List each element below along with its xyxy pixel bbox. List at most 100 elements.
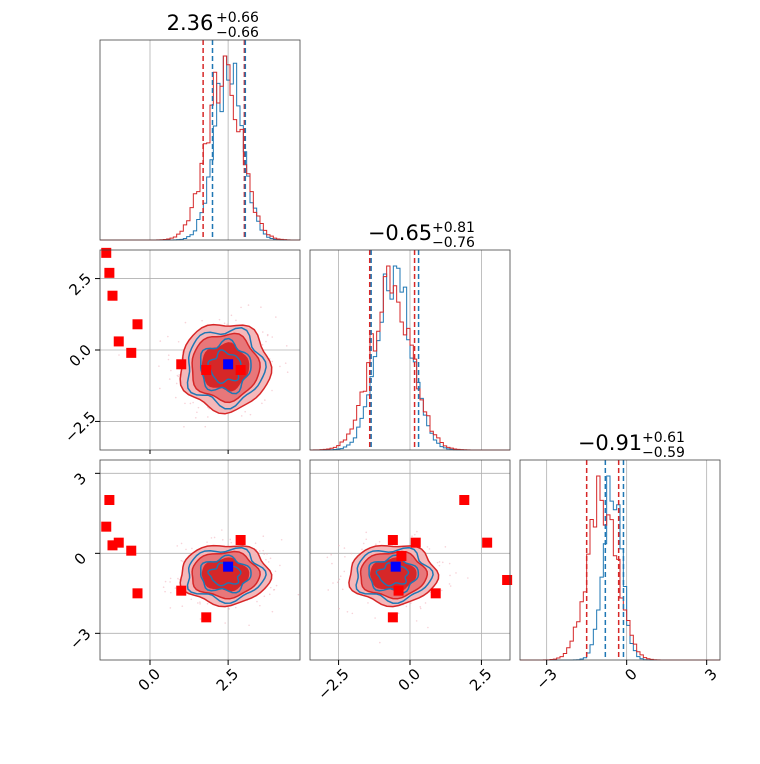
sample-point (261, 331, 264, 333)
sample-point (286, 371, 289, 373)
sample-point (438, 564, 441, 567)
hist-frame (99, 39, 301, 241)
x-tick-label: 0.0 (135, 665, 165, 695)
contour-blue-outer (186, 546, 267, 604)
sample-point (264, 399, 266, 401)
marker-red (201, 365, 212, 375)
sample-point (170, 369, 172, 372)
sample-point (426, 546, 429, 548)
sample-point (427, 626, 429, 629)
marker-red (132, 319, 143, 330)
sample-point (167, 335, 169, 338)
sample-point (229, 538, 232, 541)
sample-point (331, 562, 333, 565)
hist-frame (309, 249, 511, 451)
marker-red (201, 612, 212, 623)
sample-point (169, 577, 172, 580)
sample-point (159, 340, 162, 342)
sample-point (175, 382, 178, 385)
sample-point (197, 406, 200, 409)
sample-point (169, 607, 172, 609)
hist-title-value: 2.36 (167, 11, 214, 35)
sample-point (230, 541, 233, 544)
sample-point (330, 553, 332, 556)
hist-title-plus: +0.61 (642, 430, 685, 446)
sample-point (269, 557, 272, 560)
sample-point (455, 572, 457, 574)
sample-point (262, 535, 265, 538)
sample-point (428, 548, 431, 550)
sample-point (169, 591, 172, 594)
sample-point (274, 570, 277, 573)
pair-content (100, 460, 300, 660)
hist-title-minus: −0.66 (216, 25, 259, 41)
pair-panel-1-3 (99, 459, 301, 661)
sample-point (269, 586, 272, 589)
sample-point (362, 542, 365, 545)
sample-point (182, 560, 184, 563)
sample-point (424, 602, 427, 604)
sample-point (261, 343, 264, 346)
sample-point (361, 548, 363, 551)
sample-point (249, 413, 252, 416)
sample-point (176, 374, 179, 377)
sample-point (178, 373, 181, 376)
sample-point (228, 608, 231, 610)
marker-red (107, 290, 118, 301)
sample-point (338, 607, 340, 610)
sample-point (267, 561, 270, 563)
sample-point (207, 416, 209, 418)
sample-point (279, 564, 281, 567)
sample-point (240, 306, 242, 309)
sample-point (449, 574, 451, 577)
marker-red (235, 535, 246, 545)
sample-point (413, 533, 416, 536)
sample-point (185, 548, 187, 551)
sample-point (266, 553, 268, 555)
sample-point (275, 316, 277, 318)
y-tick-label: −3 (66, 625, 94, 653)
sample-point (419, 606, 422, 608)
hist-red (520, 475, 720, 661)
sample-point (263, 595, 266, 598)
sample-point (221, 529, 223, 531)
sample-point (190, 598, 193, 601)
marker-red (459, 495, 470, 505)
x-tick-label: 0.0 (395, 665, 425, 695)
sample-point (436, 561, 439, 564)
sample-point (263, 553, 266, 555)
sample-point (206, 541, 208, 543)
marker-red (387, 612, 398, 623)
sample-point (201, 319, 203, 322)
y-tick-label: 0 (71, 549, 90, 568)
sample-point (176, 545, 179, 547)
marker-red (101, 247, 112, 258)
sample-point (265, 340, 267, 343)
hist-title-value: −0.91 (578, 431, 642, 455)
marker-red (104, 267, 115, 278)
sample-point (218, 318, 221, 321)
sample-point (265, 558, 267, 561)
sample-point (419, 607, 422, 610)
sample-point (343, 547, 346, 549)
sample-point (183, 426, 185, 428)
marker-red (113, 537, 124, 548)
sample-point (416, 530, 418, 533)
marker-red (430, 588, 441, 599)
hist-panel-2: −0.65 +0.81−0.76 (309, 220, 511, 451)
marker-red (235, 365, 246, 375)
sample-point (344, 555, 346, 558)
sample-point (247, 304, 250, 306)
sample-point (375, 543, 377, 545)
marker-red (387, 535, 398, 545)
sample-point (181, 605, 184, 607)
sample-point (275, 584, 278, 587)
sample-point (177, 577, 179, 580)
sample-point (444, 546, 447, 548)
sample-point (174, 587, 177, 589)
marker-red (176, 359, 187, 370)
sample-point (167, 358, 170, 361)
sample-point (327, 589, 330, 591)
sample-point (297, 593, 300, 596)
